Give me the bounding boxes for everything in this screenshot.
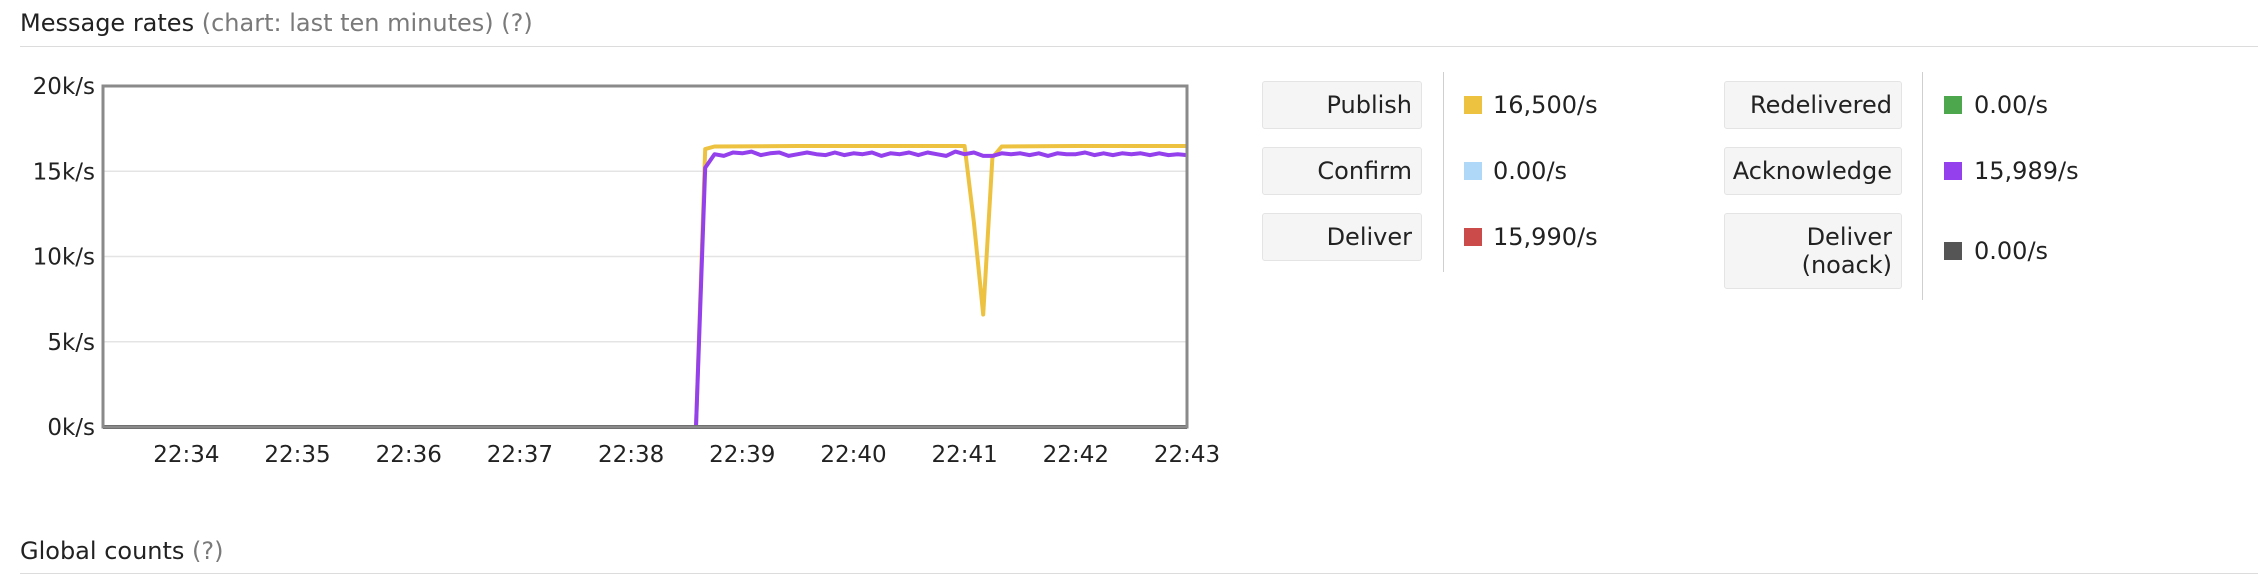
chart-series xyxy=(103,144,1188,429)
x-tick-label: 22:40 xyxy=(820,442,886,468)
x-tick-label: 22:36 xyxy=(376,442,442,468)
x-tick-label: 22:37 xyxy=(487,442,553,468)
x-tick-label: 22:38 xyxy=(598,442,664,468)
acknowledge-label: Acknowledge xyxy=(1732,157,1892,185)
redelivered-toggle-button[interactable]: Redelivered xyxy=(1724,81,1902,129)
deliver-noack-label: Deliver (noack) xyxy=(1802,223,1892,279)
redelivered-rate-value: 0.00/s xyxy=(1974,91,2049,119)
message-rates-title: Message rates xyxy=(20,9,195,37)
x-tick-label: 22:34 xyxy=(153,442,219,468)
confirm-label: Confirm xyxy=(1317,157,1412,185)
deliver-noack-label-line1: Deliver xyxy=(1806,223,1892,251)
acknowledge-color-swatch xyxy=(1944,162,1962,180)
message-rates-header: Message rates (chart: last ten minutes) … xyxy=(20,0,2258,47)
chart-y-tick-labels: 0k/s 5k/s 10k/s 15k/s 20k/s xyxy=(33,74,95,441)
y-tick-label: 5k/s xyxy=(47,330,95,356)
confirm-rate-value: 0.00/s xyxy=(1493,157,1568,185)
chart-x-tick-labels: 22:34 22:35 22:36 22:37 22:38 22:39 22:40 22:41… xyxy=(153,442,1220,468)
redelivered-color-swatch xyxy=(1944,96,1962,114)
legend-right-separator xyxy=(1922,72,1923,300)
deliver-label: Deliver xyxy=(1326,223,1412,251)
series-line-acknowledge xyxy=(103,149,1188,429)
acknowledge-toggle-button[interactable]: Acknowledge xyxy=(1724,147,1902,195)
publish-label: Publish xyxy=(1326,91,1412,119)
deliver-noack-color-swatch xyxy=(1944,242,1962,260)
deliver-color-swatch xyxy=(1464,228,1482,246)
x-tick-label: 22:35 xyxy=(264,442,330,468)
deliver-rate-value: 15,990/s xyxy=(1493,223,1598,251)
deliver-noack-label-line2: (noack) xyxy=(1801,251,1892,279)
chart-gridlines xyxy=(103,170,1187,343)
acknowledge-rate-value: 15,989/s xyxy=(1974,157,2079,185)
x-tick-label: 22:42 xyxy=(1043,442,1109,468)
series-line-publish xyxy=(103,144,1187,429)
deliver-toggle-button[interactable]: Deliver xyxy=(1262,213,1422,261)
deliver-noack-toggle-button[interactable]: Deliver (noack) xyxy=(1724,213,1902,289)
global-counts-header: Global counts (?) xyxy=(20,529,2258,574)
chart-plot-frame xyxy=(101,84,1189,429)
confirm-toggle-button[interactable]: Confirm xyxy=(1262,147,1422,195)
x-tick-label: 22:43 xyxy=(1154,442,1220,468)
confirm-color-swatch xyxy=(1464,162,1482,180)
publish-rate-value: 16,500/s xyxy=(1493,91,1598,119)
y-tick-label: 10k/s xyxy=(33,245,95,271)
global-counts-help-link[interactable]: (?) xyxy=(192,537,224,565)
publish-toggle-button[interactable]: Publish xyxy=(1262,81,1422,129)
message-rates-help-link[interactable]: (?) xyxy=(501,9,533,37)
redelivered-label: Redelivered xyxy=(1749,91,1892,119)
global-counts-title: Global counts xyxy=(20,537,185,565)
message-rates-subtitle: (chart: last ten minutes) xyxy=(201,9,494,37)
x-tick-label: 22:41 xyxy=(931,442,997,468)
legend-left-separator xyxy=(1443,72,1444,272)
y-tick-label: 20k/s xyxy=(33,74,95,100)
x-tick-label: 22:39 xyxy=(709,442,775,468)
y-tick-label: 0k/s xyxy=(47,415,95,441)
y-tick-label: 15k/s xyxy=(33,159,95,185)
deliver-noack-rate-value: 0.00/s xyxy=(1974,237,2049,265)
publish-color-swatch xyxy=(1464,96,1482,114)
